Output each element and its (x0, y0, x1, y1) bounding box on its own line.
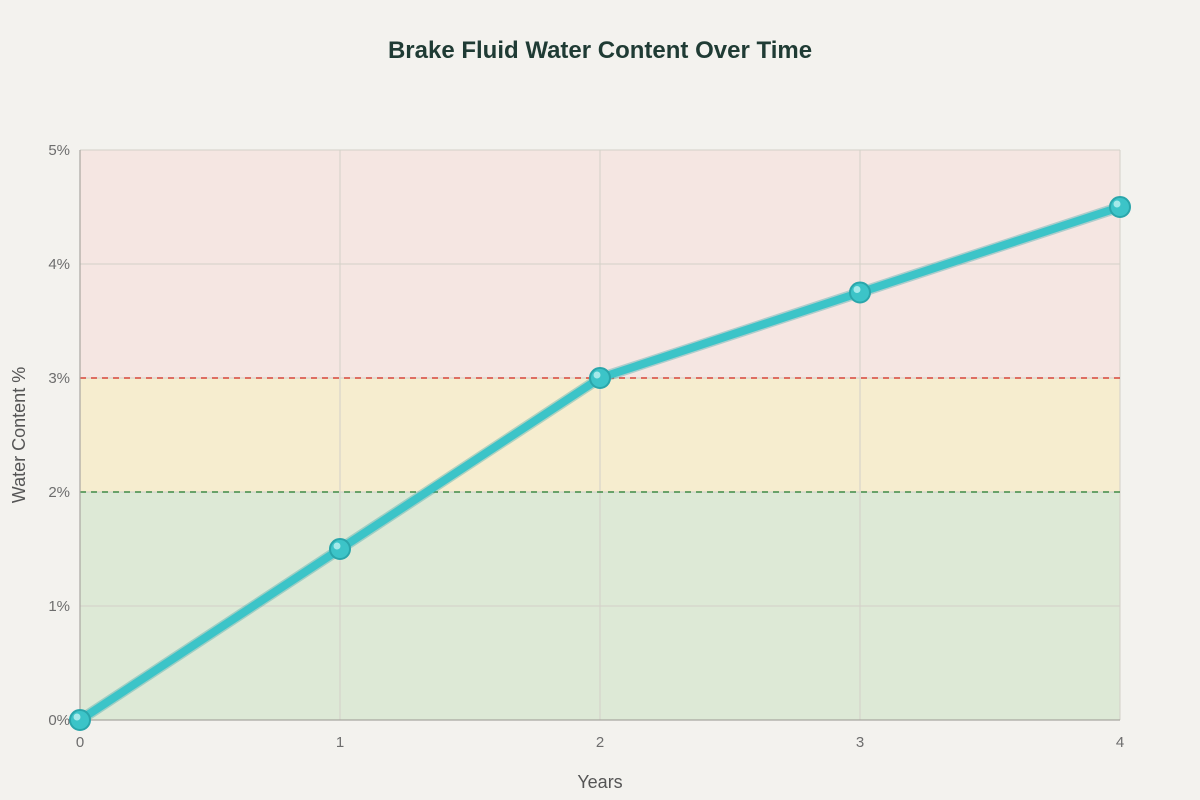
y-tick-label-5: 5% (48, 142, 70, 159)
y-tick-label-3: 3% (48, 370, 70, 387)
tick-labels: 0% 1% 2% 3% 4% 5% 0 1 2 3 4 (48, 142, 1124, 751)
data-point-0 (69, 709, 91, 731)
data-point-1 (329, 538, 351, 560)
axes (79, 150, 1120, 721)
data-point-highlight-1 (333, 542, 341, 550)
y-tick-label-1: 1% (48, 598, 70, 615)
data-point-highlight-3 (853, 286, 861, 293)
data-series (69, 196, 1131, 731)
data-point-highlight-0 (73, 713, 81, 721)
chart-title: Brake Fluid Water Content Over Time (388, 37, 812, 64)
y-tick-label-4: 4% (48, 256, 70, 273)
x-tick-label-1: 1 (336, 734, 344, 751)
x-tick-label-0: 0 (76, 734, 84, 751)
data-point-highlight-2 (593, 371, 601, 379)
y-axis-title: Water Content % (9, 367, 29, 503)
x-tick-label-2: 2 (596, 734, 604, 751)
data-point-3 (849, 281, 871, 304)
data-point-highlight-4 (1113, 200, 1121, 208)
data-point-2 (589, 367, 611, 389)
y-tick-label-2: 2% (48, 484, 70, 501)
data-point-4 (1109, 196, 1131, 218)
y-tick-label-0: 0% (48, 712, 70, 729)
x-tick-label-4: 4 (1116, 734, 1124, 751)
x-tick-label-3: 3 (856, 734, 864, 751)
x-axis-title: Years (577, 772, 622, 792)
